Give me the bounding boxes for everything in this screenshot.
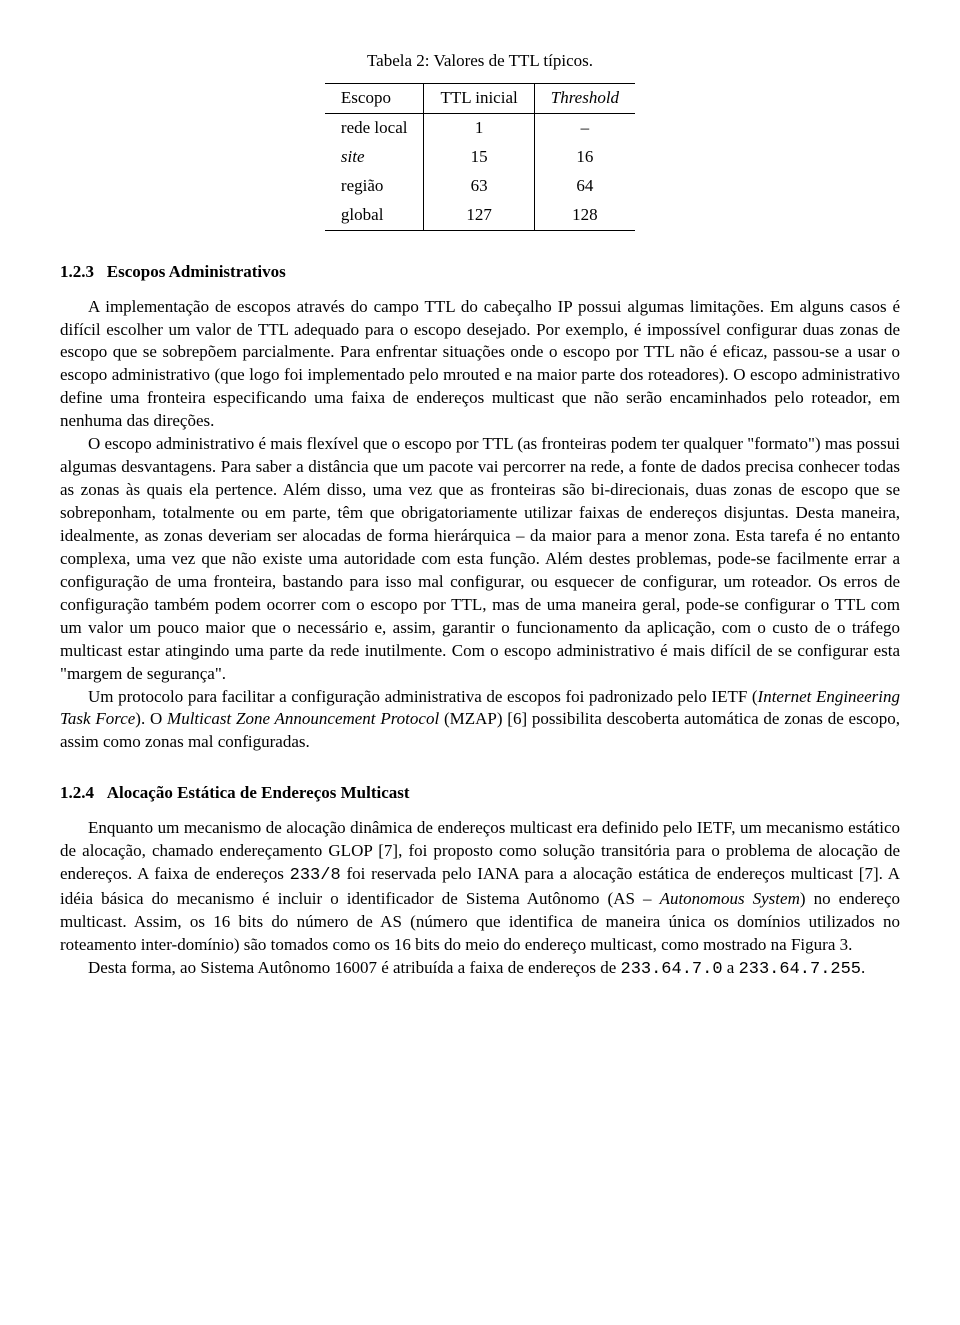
table-row: rede local 1 – [325,113,635,142]
cell-escopo: global [325,201,424,230]
mono-text: 233.64.7.255 [739,960,861,979]
cell-threshold: 16 [534,143,635,172]
table-caption: Tabela 2: Valores de TTL típicos. [60,50,900,73]
cell-threshold: – [534,113,635,142]
text: Um protocolo para facilitar a configuraç… [88,687,758,706]
mono-text: 233.64.7.0 [621,960,723,979]
cell-escopo: região [325,172,424,201]
table-row: região 63 64 [325,172,635,201]
italic-text: Autonomous System [660,889,800,908]
cell-threshold: 128 [534,201,635,230]
cell-ttl: 127 [424,201,534,230]
paragraph: Enquanto um mecanismo de alocação dinâmi… [60,817,900,957]
cell-escopo: site [325,143,424,172]
section-number: 1.2.4 [60,783,94,802]
table-header-row: Escopo TTL inicial Threshold [325,83,635,113]
text: ). O [135,709,167,728]
paragraph: A implementação de escopos através do ca… [60,296,900,434]
col-header-escopo: Escopo [325,83,424,113]
text: a [723,958,739,977]
cell-ttl: 63 [424,172,534,201]
paragraph: O escopo administrativo é mais flexível … [60,433,900,685]
section-heading-escopos: 1.2.3 Escopos Administrativos [60,261,900,284]
section-heading-alocacao: 1.2.4 Alocação Estática de Endereços Mul… [60,782,900,805]
ttl-table: Escopo TTL inicial Threshold rede local … [325,83,635,231]
paragraph: Um protocolo para facilitar a configuraç… [60,686,900,755]
col-header-threshold: Threshold [534,83,635,113]
col-header-ttl: TTL inicial [424,83,534,113]
section-title: Escopos Administrativos [107,262,286,281]
italic-text: Multicast Zone Announcement Protocol [167,709,439,728]
text: Desta forma, ao Sistema Autônomo 16007 é… [88,958,621,977]
cell-escopo: rede local [325,113,424,142]
table-row: site 15 16 [325,143,635,172]
cell-ttl: 15 [424,143,534,172]
cell-ttl: 1 [424,113,534,142]
mono-text: 233/8 [290,866,341,885]
section-number: 1.2.3 [60,262,94,281]
cell-threshold: 64 [534,172,635,201]
text: . [861,958,865,977]
table-row: global 127 128 [325,201,635,230]
paragraph: Desta forma, ao Sistema Autônomo 16007 é… [60,957,900,982]
section-title: Alocação Estática de Endereços Multicast [107,783,410,802]
